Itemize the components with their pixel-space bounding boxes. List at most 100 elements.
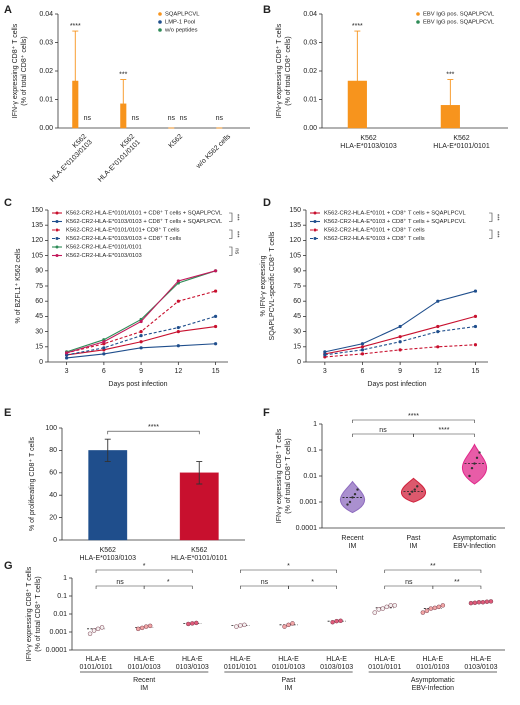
point bbox=[360, 345, 365, 349]
point bbox=[372, 610, 377, 615]
y-axis-label: IFN-γ expressing CD8⁺ T cells bbox=[275, 428, 283, 523]
x-tick-label: HLA-E*0103/0103 bbox=[340, 143, 397, 150]
x-tick-label: HLA-E*0101/0101 bbox=[171, 555, 228, 562]
legend-marker bbox=[55, 245, 59, 249]
y-tick-label: 20 bbox=[49, 514, 57, 521]
point bbox=[290, 621, 295, 626]
x-tick-label: HLA-E bbox=[374, 656, 395, 663]
y-axis-label: (% of total CD8⁺ cells) bbox=[20, 36, 28, 105]
x-tick-label: HLA-E bbox=[471, 656, 492, 663]
point bbox=[102, 352, 106, 356]
point bbox=[473, 314, 478, 318]
bar bbox=[347, 80, 367, 129]
y-tick-label: 75 bbox=[293, 283, 301, 290]
point bbox=[213, 269, 218, 273]
y-axis-label: (% of total CD8⁺ T cells) bbox=[284, 438, 292, 513]
x-tick-label: 0103/0103 bbox=[464, 664, 497, 671]
significance-label: *** bbox=[233, 231, 239, 239]
point bbox=[139, 340, 143, 344]
point bbox=[473, 462, 476, 465]
significance-label: * bbox=[311, 579, 314, 586]
y-tick-label: 40 bbox=[49, 492, 57, 499]
y-tick-label: 0 bbox=[297, 359, 301, 366]
significance-label: * bbox=[167, 579, 170, 586]
y-tick-label: 0.04 bbox=[39, 11, 53, 18]
significance-label: ns bbox=[84, 115, 92, 122]
x-tick-label: 9 bbox=[398, 368, 402, 375]
significance-label: **** bbox=[352, 23, 363, 30]
y-axis-label: % IFN-γ expressing bbox=[260, 255, 267, 316]
point bbox=[323, 353, 327, 357]
x-tick-label: 9 bbox=[139, 368, 143, 375]
point bbox=[323, 350, 327, 354]
x-tick-label: 12 bbox=[174, 368, 182, 375]
x-tick-label: 0101/0103 bbox=[416, 664, 449, 671]
legend-label: SQAPLPCVL bbox=[165, 12, 200, 18]
y-tick-label: 0.01 bbox=[303, 96, 317, 103]
significance-label: **** bbox=[70, 23, 81, 30]
point bbox=[360, 342, 365, 346]
point bbox=[65, 356, 69, 360]
x-tick-label: 0101/0101 bbox=[224, 664, 257, 671]
y-tick-label: 15 bbox=[293, 344, 301, 351]
point bbox=[436, 299, 440, 303]
y-tick-label: 0.03 bbox=[39, 39, 53, 46]
y-tick-label: 0.02 bbox=[303, 68, 317, 75]
point bbox=[411, 490, 414, 493]
significance-bracket bbox=[489, 212, 493, 222]
point bbox=[135, 626, 141, 632]
significance-label: *** bbox=[493, 231, 499, 239]
significance-label: **** bbox=[148, 424, 159, 431]
y-tick-label: 0.02 bbox=[39, 68, 53, 75]
significance-label: ns bbox=[168, 115, 176, 122]
significance-bracket bbox=[384, 569, 482, 573]
point bbox=[330, 619, 335, 625]
x-tick-label: 0101/0103 bbox=[272, 664, 305, 671]
error-bar bbox=[104, 438, 111, 463]
significance-bracket bbox=[240, 585, 289, 589]
legend-marker bbox=[55, 211, 59, 215]
point bbox=[87, 631, 93, 636]
point bbox=[473, 324, 478, 329]
legend-marker bbox=[158, 20, 162, 24]
significance-bracket bbox=[413, 433, 475, 437]
x-tick-label: K562 bbox=[100, 547, 116, 554]
point bbox=[472, 600, 478, 606]
bar bbox=[440, 104, 460, 129]
significance-label: ns bbox=[180, 115, 188, 122]
x-tick-label: 15 bbox=[212, 368, 220, 375]
error-bar bbox=[447, 79, 454, 106]
point bbox=[213, 324, 218, 329]
point bbox=[376, 607, 381, 612]
point bbox=[213, 289, 218, 293]
x-tick-label: 0101/0101 bbox=[368, 664, 401, 671]
y-tick-label: 0.0001 bbox=[296, 525, 318, 532]
violin bbox=[400, 477, 427, 503]
significance-label: ns bbox=[116, 579, 124, 586]
point bbox=[388, 603, 393, 608]
point bbox=[213, 314, 218, 318]
significance-bracket bbox=[240, 569, 337, 573]
y-tick-label: 135 bbox=[31, 222, 43, 229]
x-tick-label: Recent bbox=[341, 535, 363, 542]
point bbox=[432, 605, 438, 611]
x-tick-label: HLA-E*0101/0101 bbox=[433, 143, 490, 150]
x-tick-label: HLA-E bbox=[423, 656, 444, 663]
legend-label: w/o peptides bbox=[164, 28, 198, 34]
error-bar bbox=[196, 461, 203, 485]
point bbox=[176, 325, 180, 330]
point bbox=[286, 622, 291, 628]
legend-marker bbox=[55, 220, 59, 223]
point bbox=[436, 604, 442, 610]
x-tick-label: 3 bbox=[323, 368, 327, 375]
legend-marker bbox=[55, 237, 59, 240]
y-tick-label: 0.00 bbox=[303, 125, 317, 132]
significance-label: ns bbox=[379, 427, 387, 434]
legend-marker bbox=[55, 228, 59, 232]
significance-bracket bbox=[107, 430, 200, 435]
point bbox=[348, 500, 352, 504]
x-tick-label: 15 bbox=[472, 368, 480, 375]
y-tick-label: 0.1 bbox=[57, 593, 67, 600]
